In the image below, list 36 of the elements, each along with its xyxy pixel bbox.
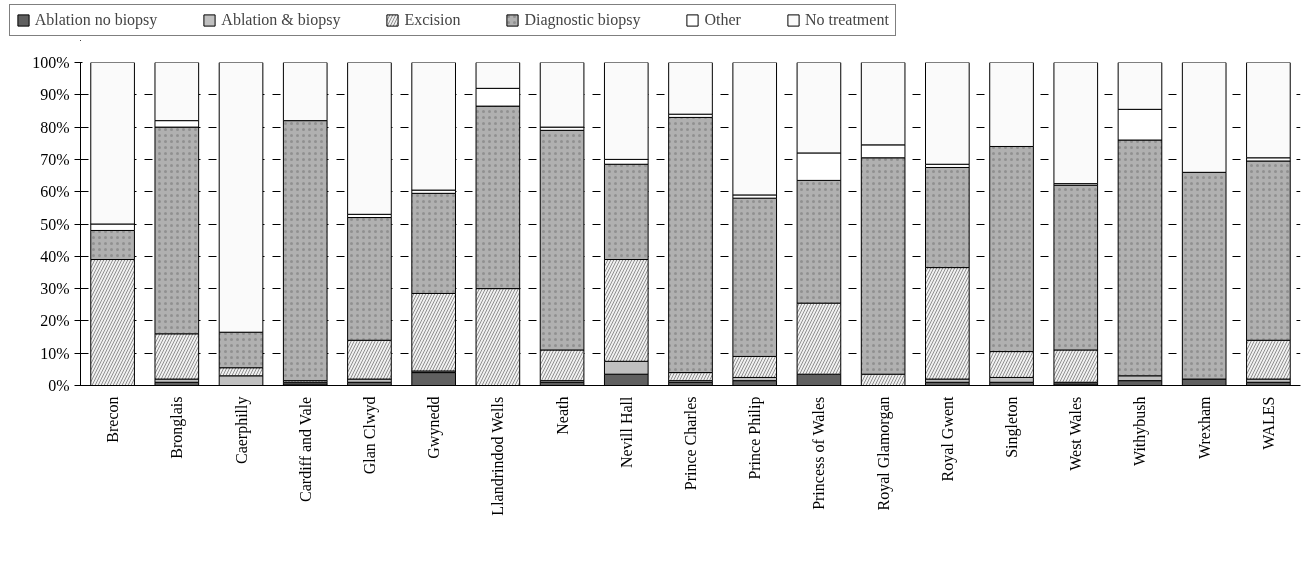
y-tick-label: 100%	[32, 54, 70, 71]
legend-label: Excision	[404, 11, 461, 29]
legend-label: No treatment	[804, 11, 889, 29]
y-tick-label: 50%	[40, 215, 70, 233]
legend-label: Ablation no biopsy	[34, 11, 158, 29]
x-tick-label: Glan Clwyd	[360, 396, 379, 475]
y-tick-label: 60%	[40, 183, 70, 201]
x-tick-label: Princess of Wales	[810, 396, 828, 510]
y-tick-label: 40%	[40, 247, 70, 265]
y-tick-label: 20%	[40, 312, 70, 330]
legend-label: Diagnostic biopsy	[524, 11, 641, 29]
y-tick-label: 0%	[48, 377, 70, 394]
x-tick-label: WALES	[1259, 396, 1277, 450]
x-tick-label: Caerphilly	[232, 396, 251, 465]
y-tick-label: 10%	[40, 344, 70, 362]
x-tick-label: Prince Charles	[682, 396, 699, 491]
x-tick-label: Royal Glamorgan	[874, 396, 893, 511]
x-tick-label: West Wales	[1067, 396, 1085, 471]
y-tick-label: 90%	[40, 86, 70, 104]
x-tick-label: Llandrindod Wells	[489, 396, 507, 516]
x-tick-label: Prince Philip	[746, 396, 765, 480]
x-tick-label: Brecon	[104, 396, 122, 443]
x-tick-label: Bronglais	[168, 396, 187, 459]
y-tick-label: 30%	[40, 280, 70, 298]
x-tick-label: Withybush	[1131, 396, 1150, 467]
legend-label: Other	[704, 11, 741, 29]
x-tick-label: Nevill Hall	[617, 395, 635, 469]
x-tick-label: Wrexham	[1195, 395, 1213, 459]
x-tick-label: Royal Gwent	[938, 395, 957, 482]
x-tick-label: Cardiff and Vale	[296, 396, 314, 502]
y-tick-label: 70%	[40, 150, 70, 168]
x-tick-label: Gwynedd	[425, 396, 444, 459]
x-tick-label: Neath	[553, 396, 571, 435]
x-tick-label: Singleton	[1003, 396, 1022, 458]
legend-label: Ablation & biopsy	[221, 11, 341, 29]
y-tick-label: 80%	[40, 118, 70, 136]
